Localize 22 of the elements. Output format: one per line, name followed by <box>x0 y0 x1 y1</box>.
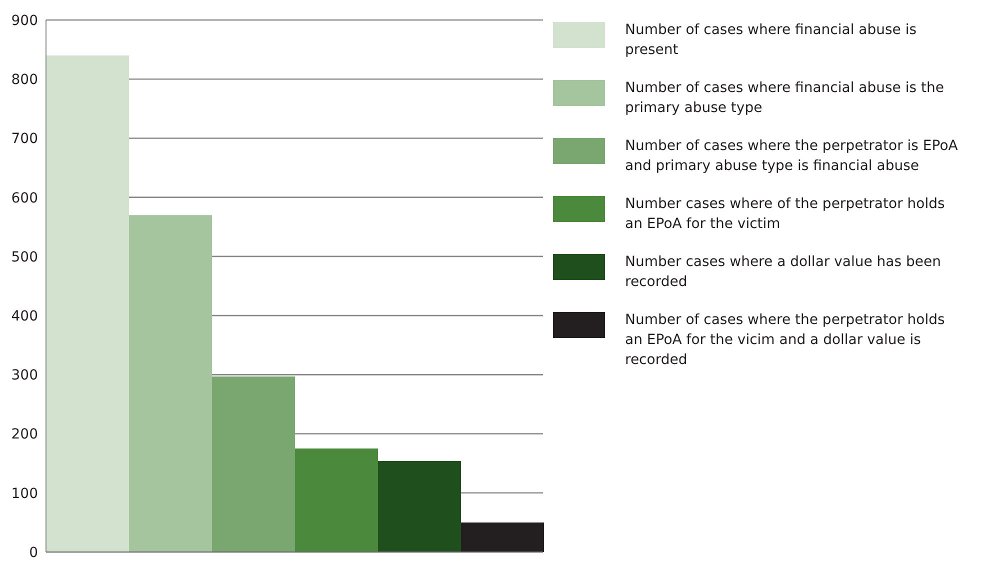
legend-label: Number cases where a dollar value has been recorded <box>625 253 942 292</box>
legend-label: Number of cases where financial abuse is the primary abuse type <box>625 79 945 118</box>
y-tick-label: 700 <box>11 131 38 148</box>
bar <box>461 522 544 552</box>
y-tick-label: 200 <box>11 426 38 443</box>
bar <box>295 448 378 552</box>
legend-label: Number of cases where the perpetrator holds an EPoA for the vicim and a dollar value is recorded <box>625 311 946 370</box>
bar <box>212 376 295 552</box>
bar <box>129 215 212 552</box>
legend-label: Number of cases where financial abuse is present <box>625 21 918 60</box>
y-tick-label: 800 <box>11 72 38 88</box>
bar <box>46 55 129 552</box>
y-tick-label: 500 <box>11 249 38 266</box>
y-tick-label: 300 <box>11 368 38 384</box>
y-tick-label: 0 <box>29 544 38 561</box>
bar <box>378 460 461 552</box>
legend-label: Number cases where of the perpetrator holds an EPoA for the victim <box>625 195 946 234</box>
y-tick-label: 400 <box>11 308 38 325</box>
legend-label: Number of cases where the perpetrator is EPoA and primary abuse type is financial abuse <box>625 137 959 176</box>
y-tick-label: 600 <box>11 190 38 206</box>
y-tick-label: 100 <box>11 486 38 502</box>
y-tick-label: 900 <box>11 12 38 29</box>
